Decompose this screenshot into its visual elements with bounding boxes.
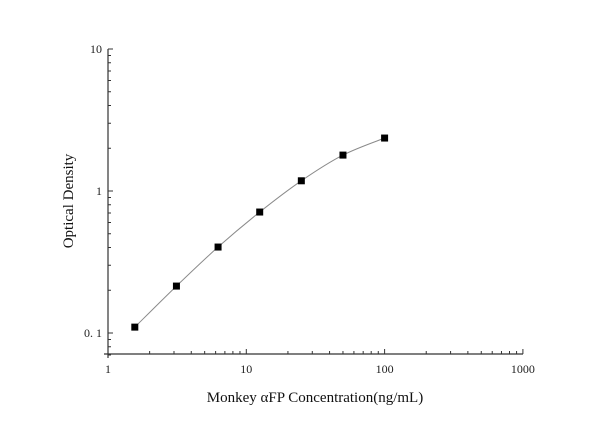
data-point-square bbox=[339, 151, 347, 159]
data-point-square bbox=[131, 323, 139, 331]
x-axis-title: Monkey αFP Concentration(ng/mL) bbox=[207, 390, 423, 406]
y-axis-title: Optical Density bbox=[61, 153, 77, 248]
y-tick-label: 1 bbox=[96, 184, 102, 198]
data-point-square bbox=[381, 134, 389, 142]
axes bbox=[104, 49, 523, 358]
y-tick-label: 10 bbox=[90, 42, 102, 56]
data-points bbox=[131, 134, 389, 331]
fit-curve bbox=[134, 137, 385, 328]
x-tick-label: 1000 bbox=[511, 362, 535, 376]
data-point-square bbox=[256, 208, 264, 216]
data-point-square bbox=[172, 282, 180, 290]
data-point-square bbox=[214, 243, 222, 251]
y-tick-label: 0. 1 bbox=[84, 326, 102, 340]
x-tick-label: 10 bbox=[240, 362, 252, 376]
x-tick-label: 100 bbox=[376, 362, 394, 376]
x-tick-label: 1 bbox=[105, 362, 111, 376]
ticks: 1 10 100 1000 0. 1 1 10 bbox=[84, 42, 535, 376]
data-point-square bbox=[297, 177, 305, 185]
